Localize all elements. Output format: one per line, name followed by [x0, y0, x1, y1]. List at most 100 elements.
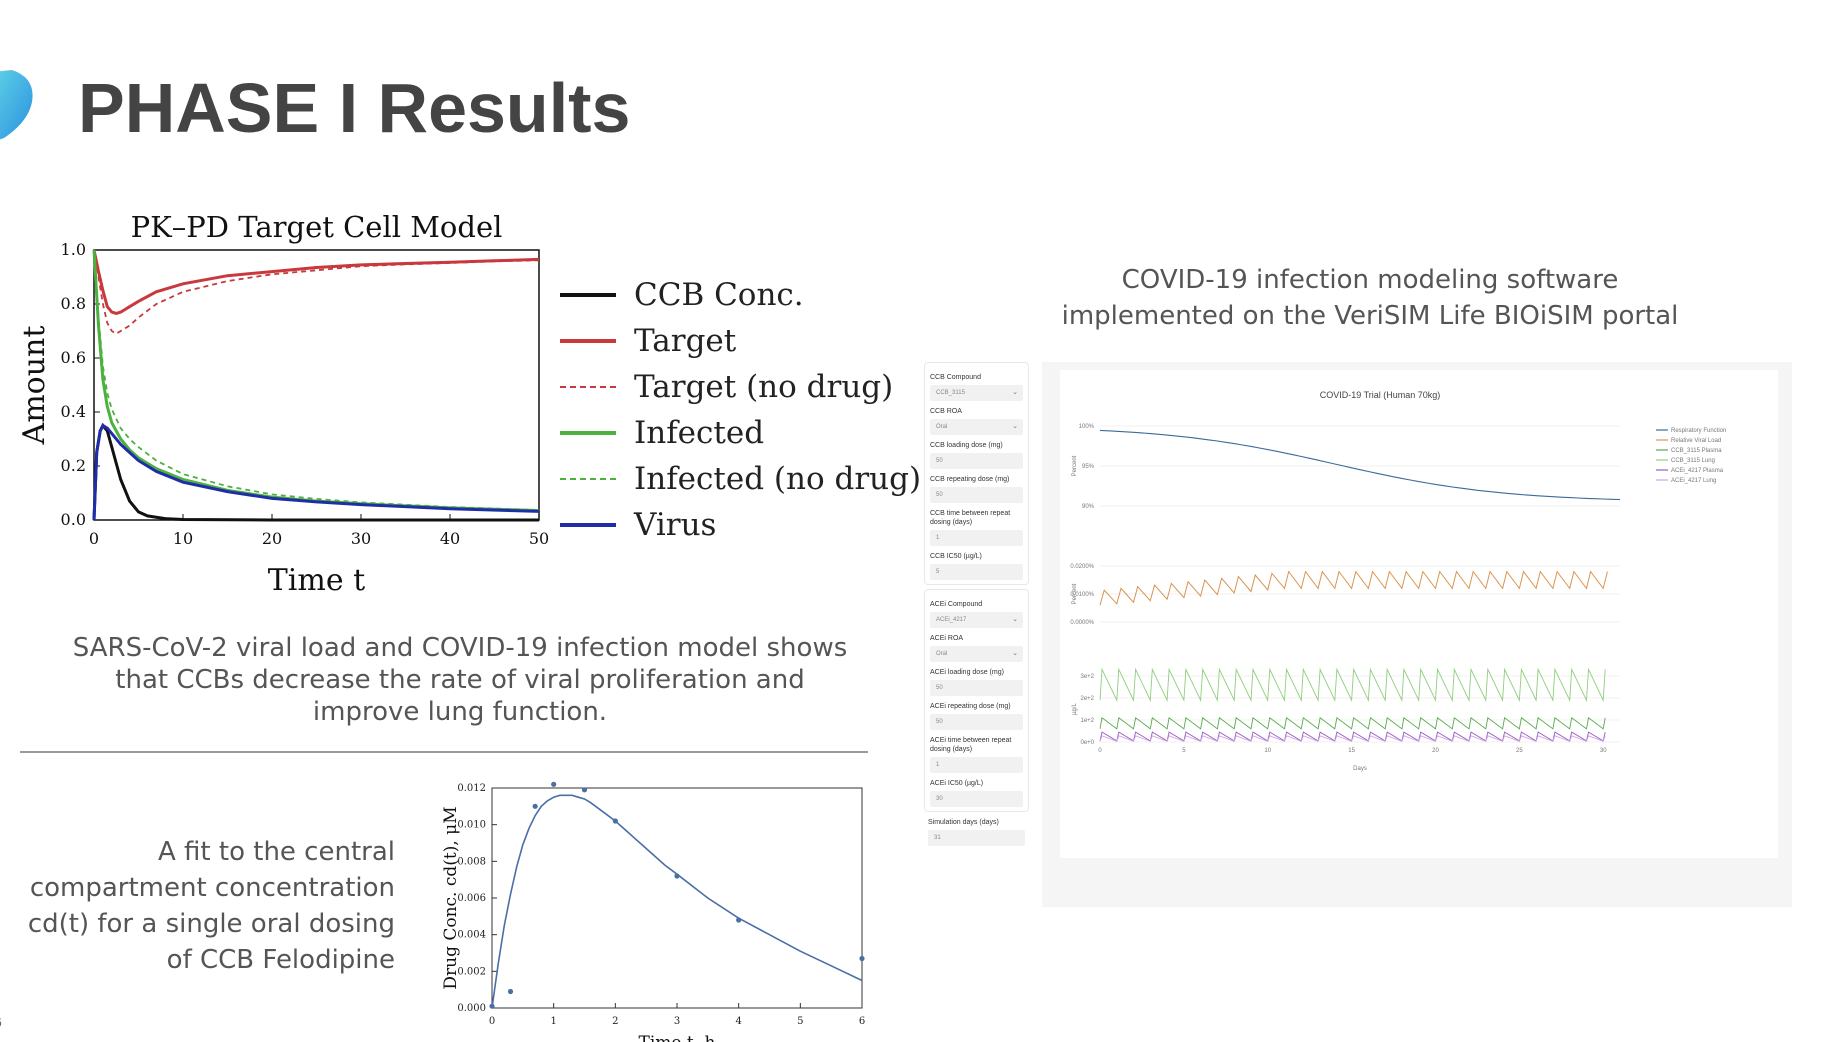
portal-chart-title: COVID-19 Trial (Human 70kg): [1320, 390, 1441, 400]
pkpd-legend-swatch: [560, 293, 616, 297]
pkpd-y-tick-label: 0.8: [61, 294, 86, 313]
pkpd-legend-label: Virus: [634, 507, 717, 543]
fit-y-tick-label: 0.008: [457, 856, 486, 867]
acei-field-label: ACEi time between repeat dosing (days): [930, 737, 1012, 753]
model-caption: SARS-CoV-2 viral load and COVID-19 infec…: [72, 633, 848, 727]
pkpd-legend-swatch: [560, 431, 616, 435]
ccb-panel: CCB Compound CCB_3115 ⌄ CCB ROA Oral ⌄ CCB loa…: [924, 362, 1029, 585]
portal-caption: COVID-19 infection modeling software imp…: [1061, 265, 1679, 331]
portal-x-tick-label: 30: [1600, 748, 1607, 754]
pkpd-x-tick-label: 40: [440, 529, 460, 548]
ccb-input[interactable]: 1: [930, 530, 1023, 546]
fit-x-tick-label: 2: [612, 1016, 618, 1027]
portal-legend-label[interactable]: ACEi_4217 Lung: [1671, 478, 1716, 484]
sim-days-input[interactable]: 31: [928, 830, 1025, 846]
pkpd-legend-item: CCB Conc.: [560, 272, 921, 318]
fit-data-point: [612, 818, 618, 824]
portal-trial-chart: COVID-19 Trial (Human 70kg) 100% 95% 90% Per…: [1070, 390, 1726, 772]
fit-y-tick-label: 0.006: [457, 893, 486, 904]
ccb-select[interactable]: CCB_3115 ⌄: [930, 385, 1023, 401]
sim-days-panel: Simulation days (days) 31: [924, 818, 1029, 846]
portal-p3-tick-label: 0e+0: [1080, 740, 1094, 746]
portal-p2-tick-label: 0.0100%: [1070, 592, 1094, 598]
fit-y-axis-label: Drug Conc. cd(t), μM: [441, 806, 461, 989]
page-number: 6: [0, 1014, 2, 1030]
portal-p3-tick-label: 3e+2: [1080, 674, 1094, 680]
fit-data-point: [581, 787, 588, 793]
ccb-input[interactable]: 5: [930, 564, 1023, 580]
acei-input[interactable]: 50: [930, 714, 1023, 730]
portal-x-tick-label: 25: [1516, 748, 1523, 754]
fit-y-tick-label: 0.010: [457, 820, 486, 831]
acei-field-label: ACEi repeating dose (mg): [930, 703, 1011, 710]
portal-ccb-lung-line: [1099, 667, 1606, 702]
pkpd-series-line: [93, 249, 540, 335]
pkpd-legend-item: Target (no drug): [560, 364, 921, 410]
pkpd-y-tick-label: 1.0: [61, 240, 86, 259]
acei-input[interactable]: 30: [930, 791, 1023, 807]
pkpd-chart: PK–PD Target Cell Model 0 10 20 30 40 50 0.0 0.2…: [17, 210, 549, 598]
page-title: PHASE I Results: [78, 69, 631, 147]
chevron-down-icon: ⌄: [1012, 650, 1018, 657]
acei-input[interactable]: 50: [930, 680, 1023, 696]
fit-data-point: [674, 873, 680, 879]
portal-legend-label[interactable]: CCB_3115 Plasma: [1671, 448, 1722, 454]
pkpd-y-tick-label: 0.4: [61, 402, 86, 421]
fit-y-tick-label: 0.012: [457, 783, 486, 794]
divider: [20, 751, 868, 753]
ccb-select[interactable]: Oral ⌄: [930, 419, 1023, 435]
acei-select[interactable]: ACEi_4217 ⌄: [930, 612, 1023, 628]
ccb-input[interactable]: 50: [930, 487, 1023, 503]
fit-x-tick-label: 3: [674, 1016, 680, 1027]
portal-legend-label[interactable]: Relative Viral Load: [1671, 438, 1721, 444]
pkpd-chart-title: PK–PD Target Cell Model: [131, 210, 503, 244]
fit-data-point: [507, 988, 514, 995]
pkpd-series-line: [92, 249, 540, 315]
portal-p2-tick-label: 0.0200%: [1070, 564, 1094, 570]
portal-legend-label[interactable]: Respiratory Function: [1671, 428, 1726, 434]
pkpd-legend-item: Virus: [560, 502, 921, 548]
ccb-field-label: CCB ROA: [930, 408, 962, 415]
portal-acei-lung-line: [1099, 735, 1606, 742]
portal-plot-area: COVID-19 Trial (Human 70kg) 100% 95% 90% Per…: [1042, 362, 1792, 907]
portal-p1-tick-label: 95%: [1082, 464, 1095, 470]
fit-x-tick-label: 5: [797, 1016, 803, 1027]
pkpd-y-tick-label: 0.6: [61, 348, 86, 367]
portal-x-tick-label: 15: [1348, 748, 1355, 754]
acei-field-label: ACEi Compound: [930, 601, 983, 608]
chevron-down-icon: ⌄: [1012, 423, 1018, 430]
ccb-field-label: CCB loading dose (mg): [930, 442, 1003, 449]
ccb-input[interactable]: 50: [930, 453, 1023, 469]
fit-plot-frame: [491, 787, 863, 1009]
brand-logo-icon: [0, 70, 33, 140]
pkpd-x-tick-label: 50: [529, 529, 549, 548]
portal-p1-axis-label: Percent: [1072, 455, 1078, 476]
pkpd-legend-label: Infected (no drug): [634, 461, 922, 497]
ccb-field-label: CCB repeating dose (mg): [930, 476, 1010, 483]
portal-legend-label[interactable]: ACEi_4217 Plasma: [1671, 468, 1724, 474]
pkpd-legend-swatch: [560, 386, 616, 388]
ccb-field-label: CCB IC50 (µg/L): [930, 553, 982, 560]
fit-x-tick-label: 0: [489, 1016, 495, 1027]
pkpd-y-tick-label: 0.2: [61, 456, 86, 475]
fit-x-tick-label: 4: [735, 1016, 741, 1027]
acei-select[interactable]: Oral ⌄: [930, 646, 1023, 662]
fit-data-point: [532, 803, 538, 809]
pkpd-legend-label: Target (no drug): [634, 369, 894, 405]
portal-legend-label[interactable]: CCB_3115 Lung: [1671, 458, 1715, 464]
pkpd-y-axis-label: Amount: [17, 326, 52, 446]
fit-data-point: [736, 917, 742, 923]
fit-y-tick-label: 0.000: [457, 1003, 486, 1014]
acei-field-label: ACEi IC50 (µg/L): [930, 780, 984, 787]
pkpd-legend-label: Infected: [634, 415, 765, 451]
acei-input[interactable]: 1: [930, 757, 1023, 773]
pkpd-series-line: [92, 423, 540, 521]
pkpd-legend-item: Target: [560, 318, 921, 364]
fit-curve: [491, 794, 863, 1009]
fit-data-point: [859, 955, 865, 962]
portal-respiratory-line: [1099, 429, 1621, 501]
ccb-field-label: CCB Compound: [930, 374, 981, 381]
pkpd-legend-label: CCB Conc.: [634, 277, 804, 313]
portal-p1-tick-label: 100%: [1079, 424, 1095, 430]
portal-x-tick-label: 0: [1098, 748, 1102, 754]
